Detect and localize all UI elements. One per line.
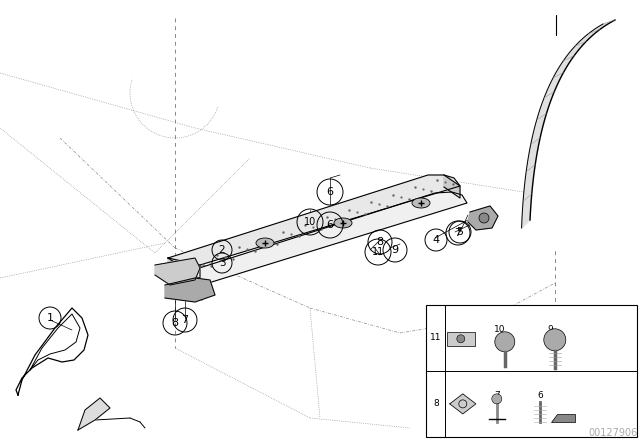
Polygon shape (522, 20, 615, 228)
Circle shape (479, 213, 489, 223)
Polygon shape (168, 278, 202, 300)
Polygon shape (450, 394, 476, 414)
Text: 7: 7 (454, 228, 461, 238)
Circle shape (492, 394, 502, 404)
Text: 8: 8 (433, 399, 438, 409)
Circle shape (457, 335, 465, 343)
Text: 1: 1 (47, 313, 54, 323)
Polygon shape (155, 258, 200, 285)
Text: 6: 6 (326, 220, 333, 230)
Text: 5: 5 (456, 227, 463, 237)
Text: 7: 7 (494, 392, 500, 401)
Text: 6: 6 (326, 187, 333, 197)
Text: 8: 8 (172, 318, 179, 328)
Text: 10: 10 (494, 325, 506, 334)
Circle shape (544, 329, 566, 351)
Text: 7: 7 (181, 315, 189, 325)
Text: 9: 9 (547, 325, 553, 334)
Polygon shape (551, 414, 575, 422)
Polygon shape (78, 398, 110, 430)
Text: 10: 10 (304, 217, 316, 227)
Text: 8: 8 (376, 237, 383, 247)
Polygon shape (165, 278, 215, 302)
Ellipse shape (256, 238, 274, 248)
Bar (447, 332, 475, 346)
Text: 00127906: 00127906 (589, 428, 638, 438)
Polygon shape (168, 192, 467, 286)
Polygon shape (168, 258, 200, 278)
Polygon shape (168, 175, 460, 266)
Text: 11: 11 (372, 247, 384, 257)
Ellipse shape (412, 198, 430, 208)
Polygon shape (444, 175, 460, 198)
Circle shape (495, 332, 515, 352)
Text: 6: 6 (537, 392, 543, 401)
Polygon shape (468, 206, 498, 230)
Bar (426, 305, 637, 437)
Text: 9: 9 (392, 245, 399, 255)
Text: 4: 4 (433, 235, 440, 245)
Text: 11: 11 (430, 333, 442, 342)
Ellipse shape (334, 218, 352, 228)
Text: 3: 3 (219, 258, 225, 268)
Text: 2: 2 (219, 245, 225, 255)
